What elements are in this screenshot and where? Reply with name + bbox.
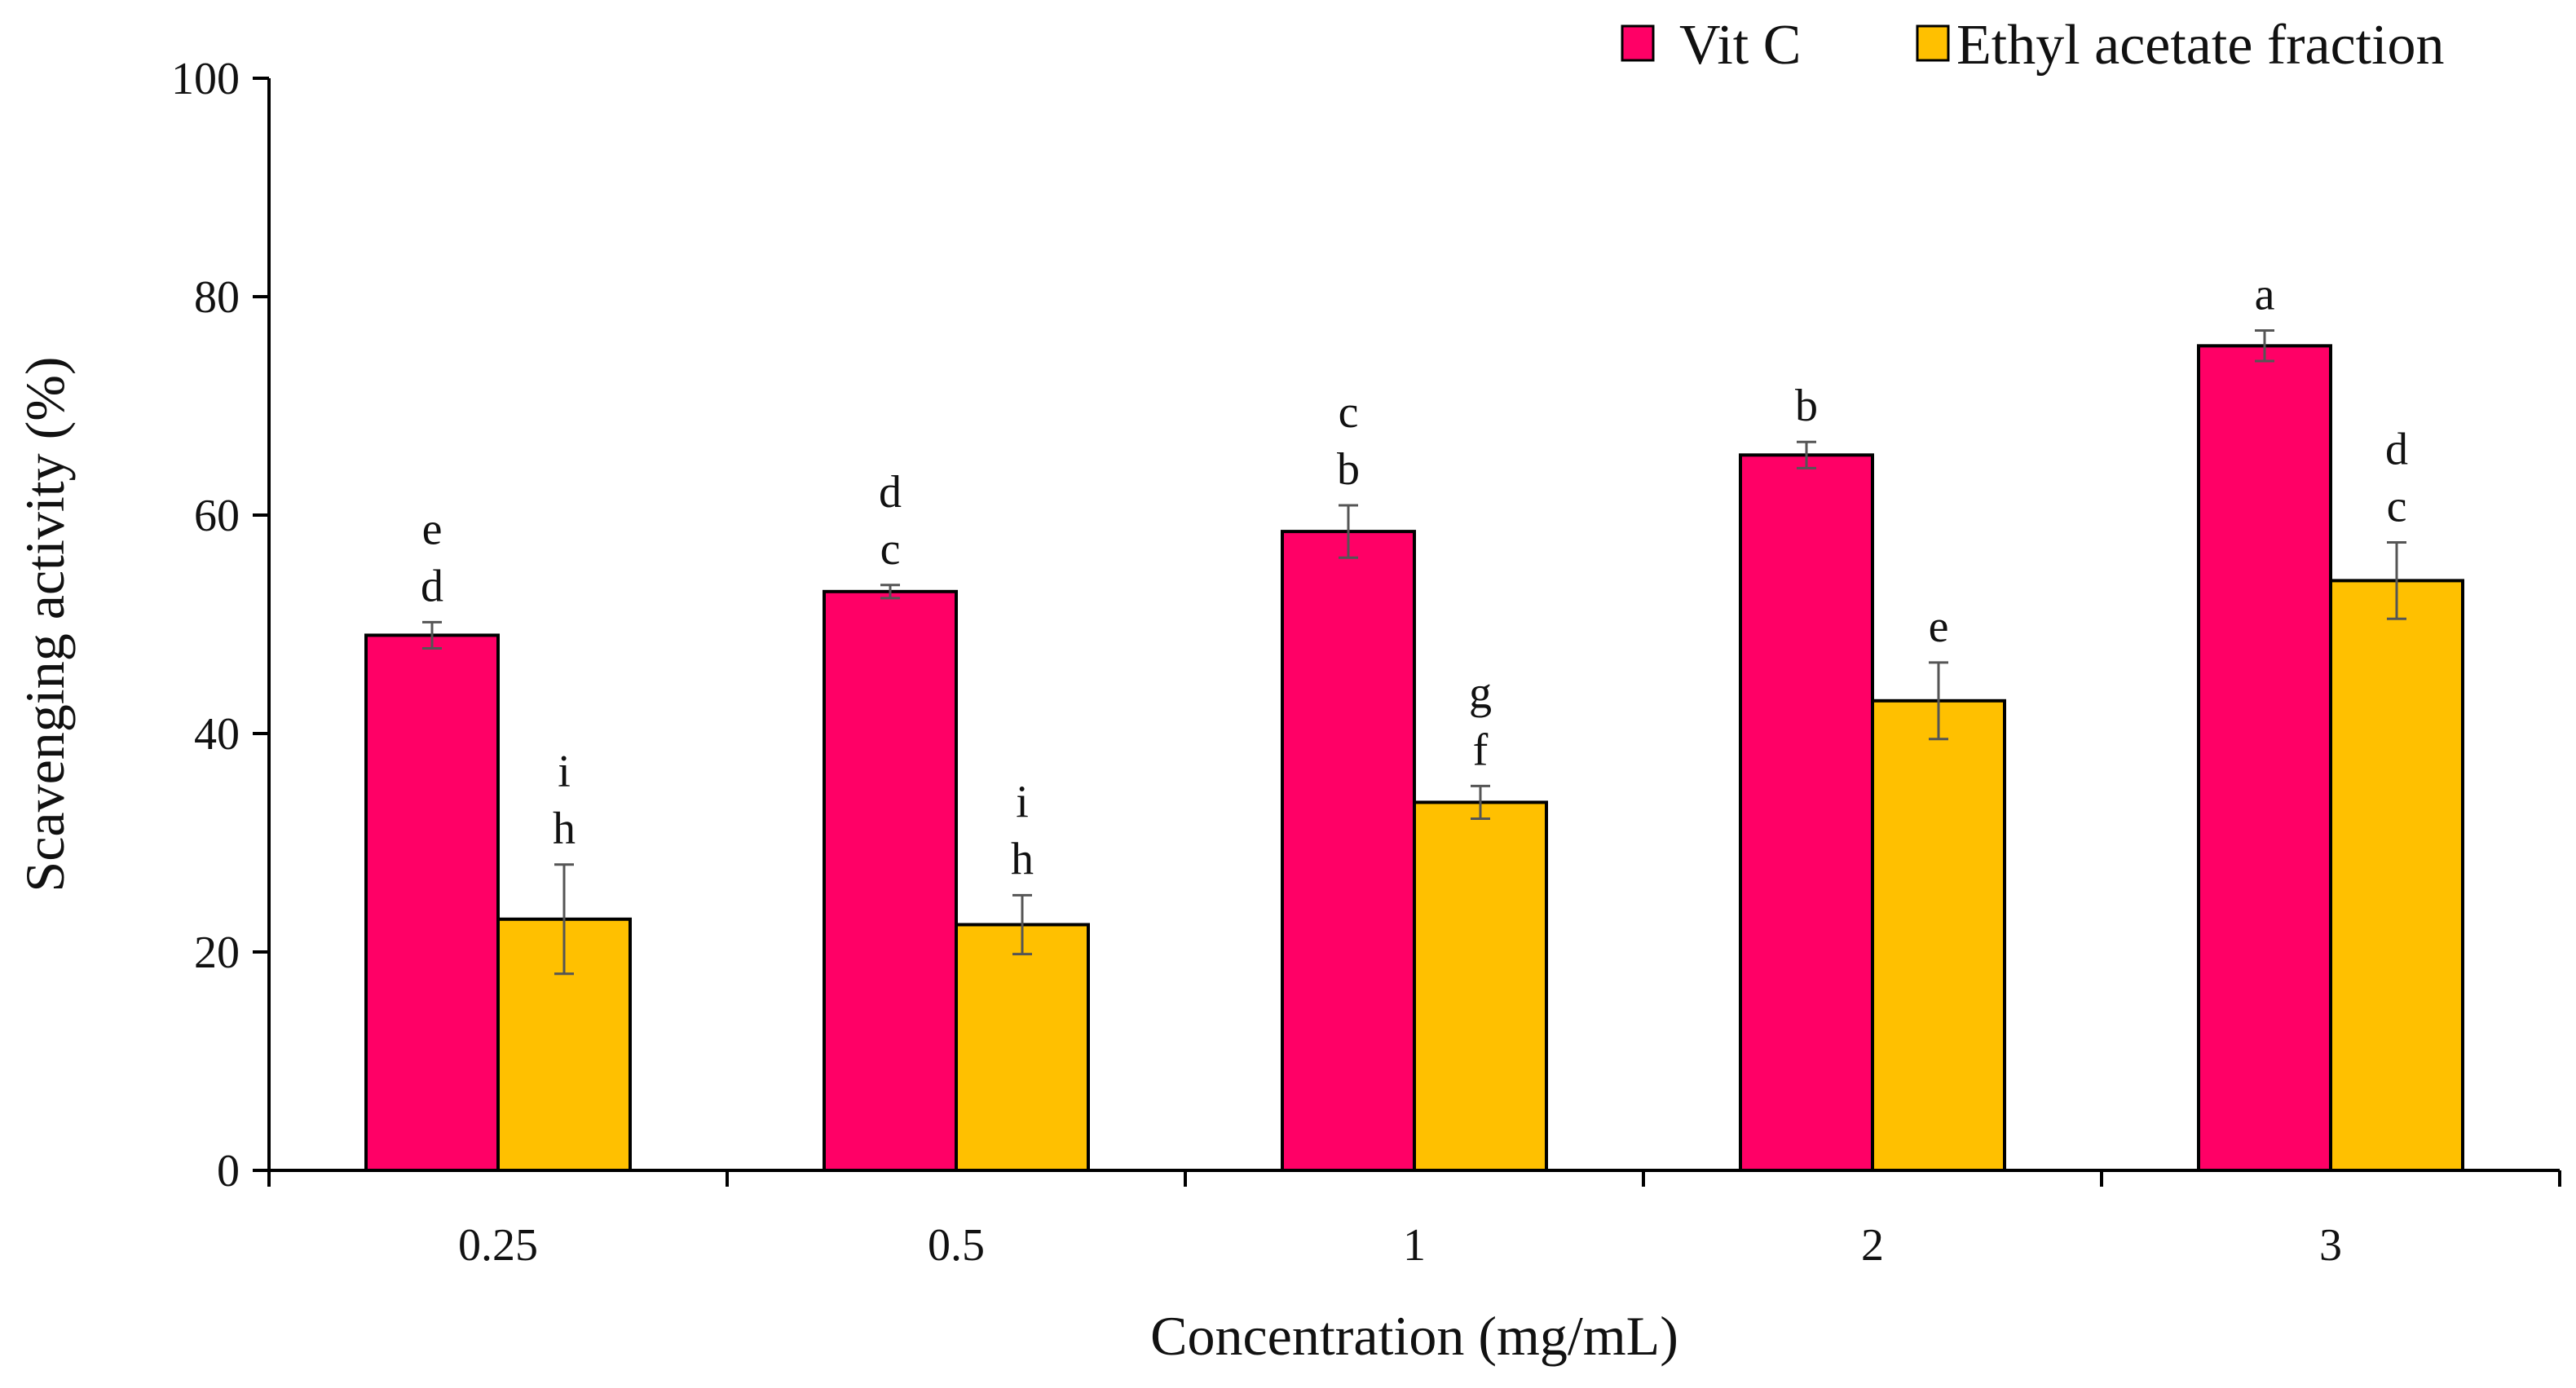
bar-vit-c bbox=[2197, 344, 2332, 1172]
x-tick-label: 3 bbox=[2319, 1220, 2342, 1271]
axes: 0 20 40 60 80 100 0.25 0.5 1 2 3 Concentration (mg/… bbox=[14, 54, 2561, 1367]
legend-swatch-vit-c bbox=[1621, 24, 1655, 62]
bar-ethyl-acetate bbox=[1413, 800, 1548, 1172]
legend-label-vit-c: Vit C bbox=[1679, 14, 1801, 77]
bar-ethyl-acetate bbox=[955, 923, 1090, 1172]
y-tick-label: 60 bbox=[194, 491, 240, 541]
x-tick-label: 0.5 bbox=[928, 1220, 985, 1271]
bar-vit-c bbox=[1739, 453, 1874, 1172]
bar-ethyl-acetate bbox=[1871, 698, 2006, 1172]
bars bbox=[364, 329, 2464, 1173]
y-tick-label: 20 bbox=[194, 928, 240, 978]
x-tick-label: 1 bbox=[1403, 1220, 1426, 1271]
significance-label: b bbox=[1795, 381, 1818, 431]
labels: e d d c c b b a i h i h g f e d c bbox=[421, 270, 2408, 885]
bar-vit-c bbox=[364, 633, 500, 1172]
y-tick-label: 80 bbox=[194, 272, 240, 323]
legend-swatch-ethyl-acetate bbox=[1916, 24, 1950, 62]
y-tick-label: 40 bbox=[194, 709, 240, 760]
x-tick-label: 2 bbox=[1861, 1220, 1884, 1271]
y-tick-label: 100 bbox=[171, 54, 240, 104]
legend: Vit C Ethyl acetate fraction bbox=[1621, 14, 2445, 77]
x-axis-title: Concentration (mg/mL) bbox=[1150, 1305, 1678, 1367]
y-axis-title: Scavenging activity (%) bbox=[14, 356, 76, 892]
x-tick-label: 0.25 bbox=[458, 1220, 538, 1271]
y-tick-label: 0 bbox=[217, 1146, 240, 1196]
legend-label-ethyl-acetate: Ethyl acetate fraction bbox=[1956, 14, 2445, 77]
significance-label: a bbox=[2255, 270, 2275, 320]
significance-label: e bbox=[1929, 601, 1949, 652]
bar-vit-c bbox=[1281, 530, 1416, 1172]
bar-ethyl-acetate bbox=[2329, 579, 2464, 1172]
bar-vit-c bbox=[823, 589, 958, 1172]
